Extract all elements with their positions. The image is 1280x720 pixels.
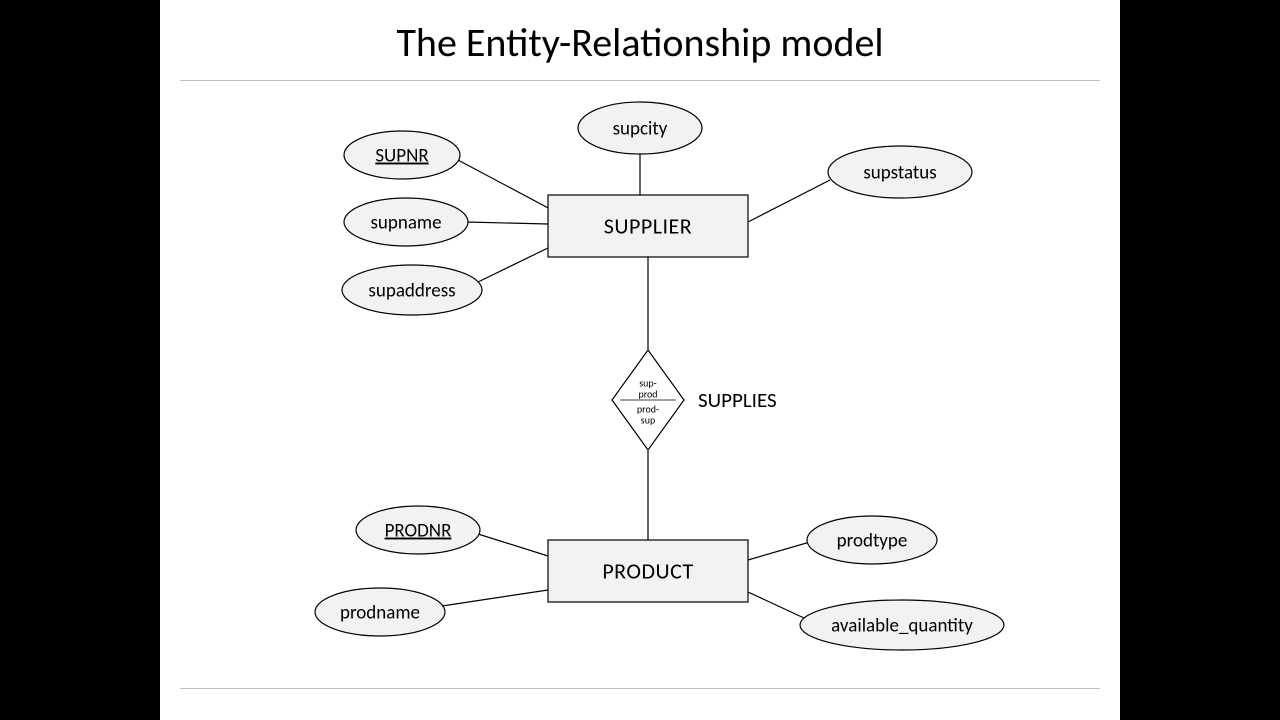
connector (748, 180, 830, 222)
attr-supaddress-label: supaddress (368, 280, 455, 303)
attr-available-quantity-label: available_quantity (831, 615, 973, 638)
role-bottom-2: sup (641, 413, 655, 426)
attr-supname-label: supname (370, 212, 441, 235)
slide: The Entity-Relationship model SUPPLIER P… (160, 0, 1120, 720)
entity-supplier-label: SUPPLIER (604, 212, 692, 239)
attr-supstatus-label: supstatus (863, 162, 936, 185)
attr-prodname-label: prodname (340, 602, 420, 625)
attr-supcity-label: supcity (613, 118, 668, 141)
relationship-label: SUPPLIES (698, 387, 777, 413)
entity-product-label: PRODUCT (602, 557, 693, 584)
connector (748, 542, 810, 560)
connector (748, 592, 804, 618)
connector (478, 534, 548, 556)
connector (478, 246, 552, 282)
connector (466, 222, 548, 224)
attr-prodnr-label: PRODNR (385, 520, 452, 543)
connector (458, 160, 552, 210)
role-top-2: prod (638, 387, 657, 400)
er-diagram: SUPPLIER PRODUCT sup- prod prod- sup SUP… (160, 0, 1120, 720)
attr-supnr-label: SUPNR (375, 145, 429, 168)
attr-prodtype-label: prodtype (837, 530, 908, 553)
connector (442, 590, 548, 606)
